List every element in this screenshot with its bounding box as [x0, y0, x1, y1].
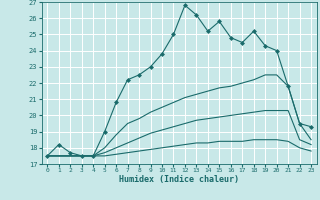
X-axis label: Humidex (Indice chaleur): Humidex (Indice chaleur)	[119, 175, 239, 184]
